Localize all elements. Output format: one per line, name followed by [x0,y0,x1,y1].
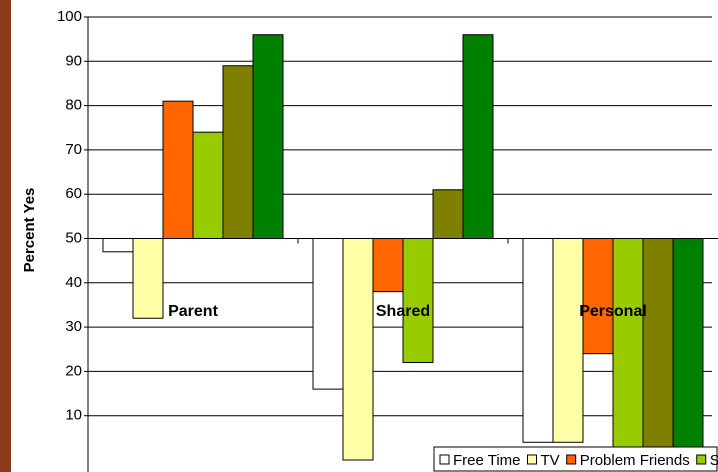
y-tick-label: 50 [65,229,82,246]
bar [342,238,374,461]
bar [132,238,164,319]
bar [552,238,584,443]
bar [612,238,644,461]
bar [522,238,554,443]
y-tick-label: 100 [57,8,82,25]
category-label: Personal [579,303,647,320]
bar [582,238,614,355]
legend-label: Smoking [710,452,718,469]
bar [432,189,464,240]
bar [372,238,404,293]
bar [402,238,434,364]
side-strip [0,0,11,472]
category-label: Shared [376,303,430,320]
bar [462,34,494,239]
y-tick-label: 80 [65,97,82,114]
legend-label: TV [541,452,560,469]
bar [192,131,224,239]
bar [252,34,284,239]
bar [642,238,674,461]
legend-swatch [439,454,450,465]
bar [312,238,344,390]
legend-label: Free Time [453,452,521,469]
y-tick-label: 70 [65,141,82,158]
y-tick-label: 90 [65,52,82,69]
y-tick-label: 10 [65,407,82,424]
y-tick-label: 30 [65,318,82,335]
y-tick-label: 40 [65,274,82,291]
bar [222,65,254,240]
bar [672,238,704,461]
category-label: Parent [168,303,218,320]
y-tick-label: 20 [65,362,82,379]
y-axis-label: Percent Yes [21,188,38,273]
legend-swatch [566,454,577,465]
bar [102,238,134,253]
legend-swatch [527,454,538,465]
bar [162,100,194,239]
legend-swatch [696,454,707,465]
legend-label: Problem Friends [580,452,690,469]
y-tick-label: 60 [65,185,82,202]
